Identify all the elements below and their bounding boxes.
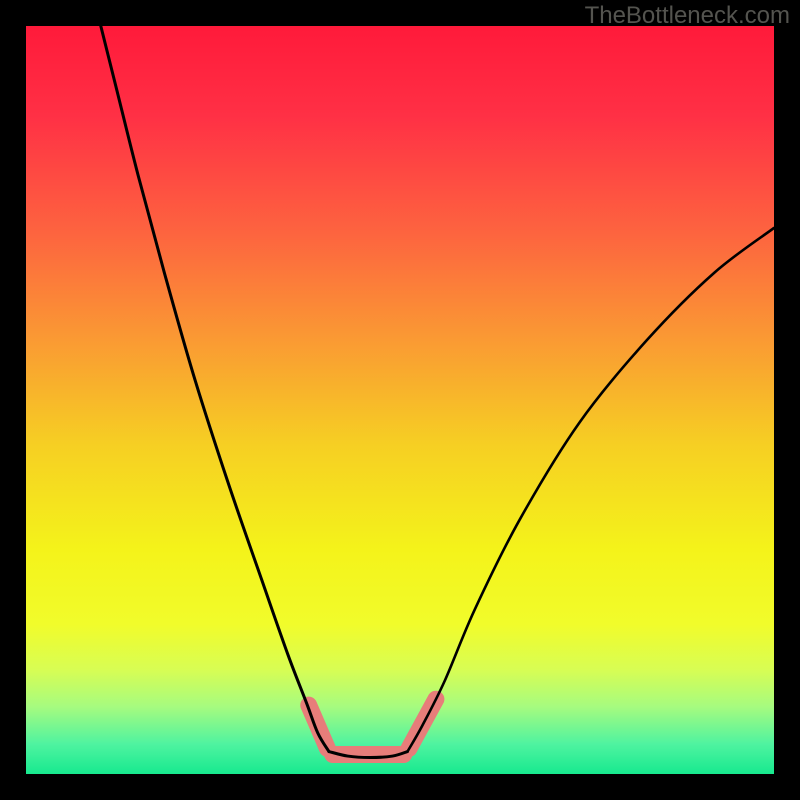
gradient-background (26, 26, 774, 774)
chart-container: TheBottleneck.com (0, 0, 800, 800)
watermark-text: TheBottleneck.com (585, 2, 790, 30)
bottleneck-chart-svg (0, 0, 800, 800)
